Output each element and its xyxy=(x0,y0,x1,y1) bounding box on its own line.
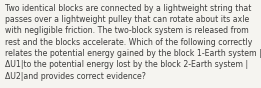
Text: passes over a lightweight pulley that can rotate about its axle: passes over a lightweight pulley that ca… xyxy=(5,15,249,24)
Text: relates the potential energy gained by the block 1-Earth system |: relates the potential energy gained by t… xyxy=(5,49,261,58)
Text: Two identical blocks are connected by a lightweight string that: Two identical blocks are connected by a … xyxy=(5,4,251,13)
Text: ΔU2|and provides correct evidence?: ΔU2|and provides correct evidence? xyxy=(5,72,146,81)
Text: rest and the blocks accelerate. Which of the following correctly: rest and the blocks accelerate. Which of… xyxy=(5,38,252,47)
Text: with negligible friction. The two-block system is released from: with negligible friction. The two-block … xyxy=(5,26,248,35)
Text: ΔU1|to the potential energy lost by the block 2-Earth system |: ΔU1|to the potential energy lost by the … xyxy=(5,60,248,69)
